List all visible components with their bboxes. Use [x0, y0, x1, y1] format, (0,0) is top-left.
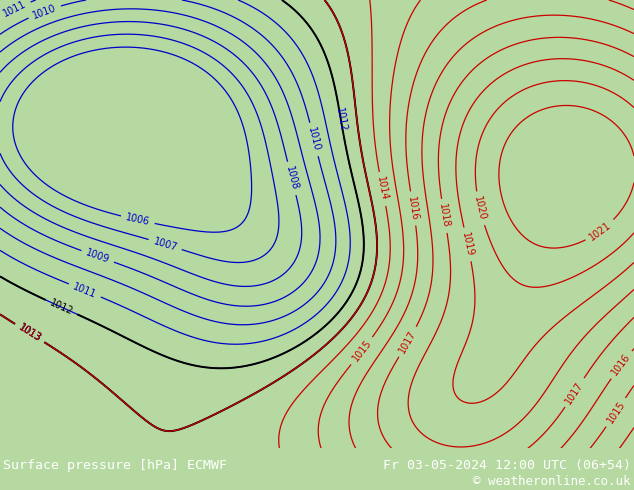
Text: 1011: 1011: [72, 281, 98, 300]
Text: 1016: 1016: [610, 352, 633, 377]
Text: 1010: 1010: [306, 126, 321, 152]
Text: 1015: 1015: [351, 338, 373, 364]
Text: 1019: 1019: [460, 231, 475, 257]
Text: 1013: 1013: [16, 322, 42, 344]
Text: 1006: 1006: [125, 212, 151, 227]
Text: 1011: 1011: [2, 0, 28, 19]
Text: Fr 03-05-2024 12:00 UTC (06+54): Fr 03-05-2024 12:00 UTC (06+54): [383, 459, 631, 472]
Text: 1016: 1016: [406, 196, 420, 221]
Text: © weatheronline.co.uk: © weatheronline.co.uk: [474, 475, 631, 488]
Text: 1012: 1012: [334, 107, 348, 133]
Text: 1009: 1009: [84, 247, 111, 265]
Text: 1013: 1013: [16, 322, 42, 344]
Text: 1012: 1012: [48, 297, 75, 317]
Text: 1017: 1017: [398, 329, 418, 355]
Text: 1007: 1007: [152, 236, 178, 253]
Text: 1018: 1018: [437, 203, 451, 229]
Text: Surface pressure [hPa] ECMWF: Surface pressure [hPa] ECMWF: [3, 459, 227, 472]
Text: 1014: 1014: [375, 176, 390, 202]
Text: 1010: 1010: [31, 2, 58, 21]
Text: 1008: 1008: [284, 165, 300, 192]
Text: 1013: 1013: [16, 322, 42, 344]
Text: 1021: 1021: [588, 220, 613, 242]
Text: 1017: 1017: [564, 380, 586, 406]
Text: 1020: 1020: [472, 196, 488, 221]
Text: 1015: 1015: [605, 399, 627, 425]
